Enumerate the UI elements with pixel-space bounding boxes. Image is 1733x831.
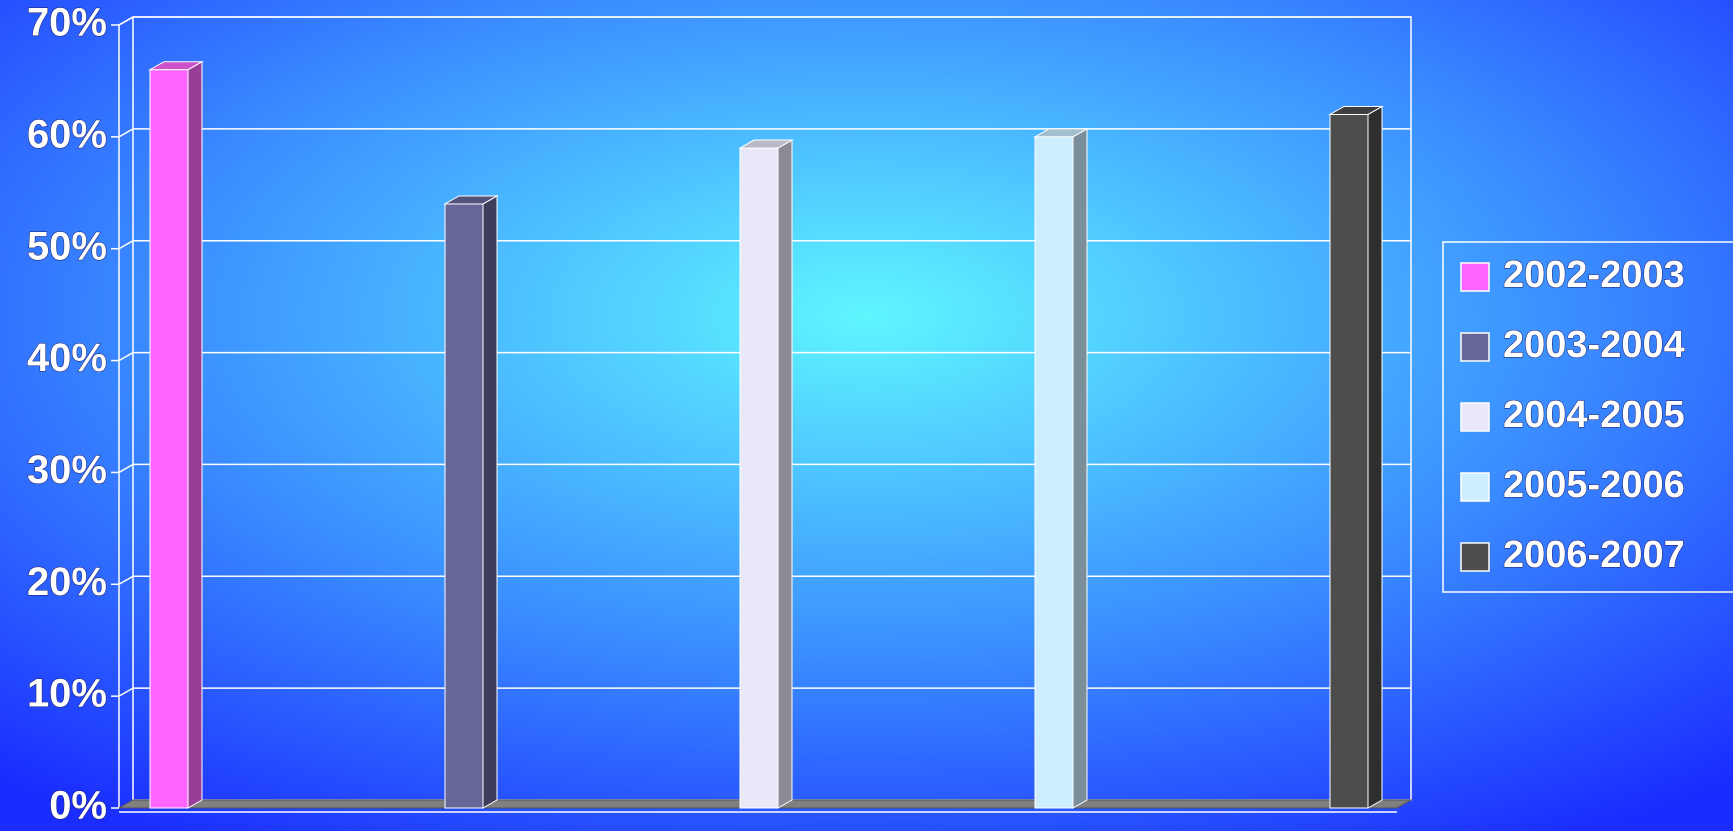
bar xyxy=(149,69,189,809)
bar-side xyxy=(1367,105,1383,809)
legend-swatch xyxy=(1460,402,1490,432)
legend-box xyxy=(1442,241,1733,593)
bar xyxy=(1034,136,1074,809)
grid-line-side xyxy=(118,128,134,138)
y-tick-label: 70% xyxy=(27,1,107,45)
bar-side xyxy=(777,139,793,809)
legend-swatch xyxy=(1460,332,1490,362)
legend-swatch xyxy=(1460,472,1490,502)
grid-line-side xyxy=(118,575,134,585)
bar-side xyxy=(1072,127,1088,809)
y-tick-label: 30% xyxy=(27,448,107,492)
bar-side xyxy=(482,195,498,809)
grid-line-side xyxy=(118,16,134,26)
y-tick-label: 40% xyxy=(27,336,107,380)
legend-label: 2003-2004 xyxy=(1503,324,1685,366)
grid-line-side xyxy=(118,351,134,362)
y-tick-label: 50% xyxy=(27,224,107,268)
bar xyxy=(1329,113,1369,809)
y-tick-label: 60% xyxy=(27,112,107,156)
bar xyxy=(444,203,484,809)
legend-label: 2004-2005 xyxy=(1503,394,1685,436)
legend-label: 2005-2006 xyxy=(1503,464,1685,506)
y-tick-label: 0% xyxy=(49,784,107,828)
grid-line-side xyxy=(118,240,134,250)
y-tick-label: 20% xyxy=(27,560,107,604)
bar-side xyxy=(187,60,203,809)
grid-line-side xyxy=(118,463,134,474)
legend-swatch xyxy=(1460,262,1490,292)
legend-label: 2006-2007 xyxy=(1503,534,1685,576)
legend-swatch xyxy=(1460,542,1490,572)
legend-label: 2002-2003 xyxy=(1503,254,1685,296)
y-tick-label: 10% xyxy=(27,672,107,716)
bar xyxy=(739,147,779,809)
grid-line-side xyxy=(118,687,134,697)
